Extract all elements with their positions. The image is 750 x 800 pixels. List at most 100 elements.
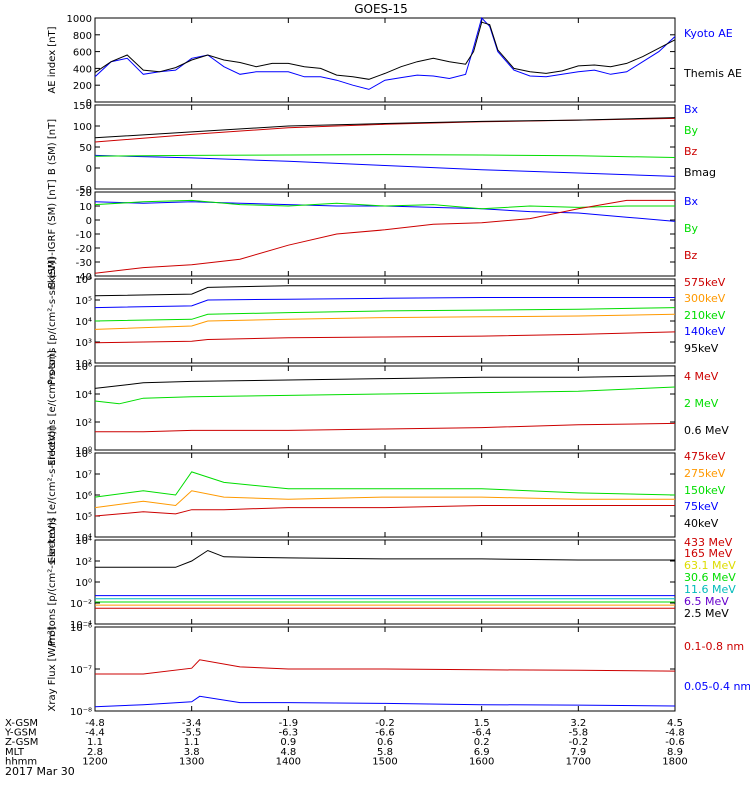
y-tick-label: 10⁻⁸ (70, 707, 92, 718)
axis-row-value: -6.3 (279, 728, 299, 739)
axis-row-value: 5.8 (377, 747, 393, 758)
y-tick-label: -10 (76, 230, 92, 241)
axis-row-value: -5.5 (182, 728, 202, 739)
axis-row-value: 1800 (662, 756, 687, 767)
panel-frame (94, 452, 676, 538)
axis-row-value: 0.9 (280, 737, 296, 748)
axis-row-value: 1600 (469, 756, 494, 767)
axis-row-value: 4.8 (280, 747, 296, 758)
axis-row-value: 4.5 (667, 718, 683, 729)
legend-entry: 165 MeV (684, 547, 733, 560)
axis-row-value: 1300 (179, 756, 204, 767)
axis-row-value: 1.1 (87, 737, 103, 748)
axis-row-value: 1400 (276, 756, 301, 767)
series-line-by (94, 154, 676, 158)
axis-row-value: -5.8 (569, 728, 589, 739)
y-tick-label: 10² (75, 418, 92, 429)
axis-row-value: -3.4 (182, 718, 202, 729)
axis-row-value: 8.9 (667, 747, 683, 758)
series-line-2-5-mev (95, 549, 675, 568)
y-axis-label: Xray Flux [W/m²] (47, 626, 58, 711)
date-label: 2017 Mar 30 (5, 765, 75, 778)
y-tick-label: 10⁰ (75, 578, 92, 589)
legend-entry: 40keV (684, 517, 719, 530)
legend-entry: 2 MeV (684, 397, 719, 410)
series-line-by (94, 199, 675, 210)
panel-7: 10⁴ 10² 10⁰ 10⁻² 10⁻⁴ Protons [p/(cm²-s-sr-ke… (47, 518, 736, 646)
series-line-150kev (94, 505, 675, 517)
series-line-0-05-0-4-nm (94, 695, 676, 708)
axis-row-value: 1200 (82, 756, 107, 767)
y-tick-label: 10⁴ (75, 533, 92, 544)
series-line-bmag (94, 117, 676, 139)
legend-entry: 275keV (684, 467, 726, 480)
legend-entry: 433 MeV (684, 536, 733, 549)
y-tick-label: 1000 (67, 14, 92, 25)
y-tick-label: 10⁴ (75, 317, 92, 328)
y-tick-label: 10⁷ (75, 470, 92, 481)
panel-4: 10⁶ 10⁵ 10⁴ 10³ 10² Protons [p/(cm²-s-sr-keV)… (47, 257, 726, 385)
axis-row-value: 1.1 (184, 737, 200, 748)
y-axis-label: AE index [nT] (47, 26, 58, 93)
axis-row-value: 2.8 (87, 747, 103, 758)
y-tick-label: 10⁴ (75, 536, 92, 547)
y-tick-label: -30 (76, 258, 92, 269)
y-tick-label: 10⁻⁶ (70, 623, 92, 634)
axis-row-value: -4.4 (85, 728, 105, 739)
y-tick-label: 10 (79, 202, 92, 213)
axis-row-value: -4.8 (665, 728, 685, 739)
y-tick-label: 0 (86, 98, 92, 109)
y-tick-label: 50 (79, 143, 92, 154)
y-tick-label: 10² (75, 359, 92, 370)
legend-entry: 140keV (684, 325, 726, 338)
series-line-bx (94, 201, 676, 222)
y-axis-label: B (SM) [nT] (47, 119, 58, 175)
y-axis-label: Protons [p/(cm²-s-sr-keV)] (47, 257, 58, 385)
panel-8: 10⁻⁶ 10⁻⁷ 10⁻⁸ Xray Flux [W/m²] 0.1-0.8 nm 0.… (47, 623, 750, 718)
series-line-0-6-mev (95, 422, 676, 433)
axis-row-value: 1.5 (474, 718, 490, 729)
axis-row-label: X-GSM (5, 718, 38, 729)
y-tick-label: 10⁶ (75, 275, 92, 286)
y-tick-label: 10² (75, 557, 92, 568)
legend-entry: 75keV (684, 500, 719, 513)
y-tick-label: 10⁻⁷ (70, 665, 92, 676)
panel-5: 10⁶ 10⁴ 10² 10⁰ Electrons [e/(cm²-s-sr)] 4 Me… (47, 350, 729, 466)
legend-entry: Bx (684, 103, 699, 116)
panel-6: 10⁸ 10⁷ 10⁶ 10⁵ 10⁴ Electrons [e/(cm²-s-sr-ke… (47, 426, 726, 563)
panel-frame (94, 278, 676, 364)
y-tick-label: 10⁵ (75, 296, 92, 307)
axis-row-value: 0.2 (474, 737, 490, 748)
axis-row-value: -0.6 (665, 737, 685, 748)
y-tick-label: 10⁰ (75, 446, 92, 457)
y-tick-label: 10⁻² (70, 599, 92, 610)
series-line-bz (94, 199, 675, 274)
axis-row-value: -4.8 (85, 718, 105, 729)
panel-frame (94, 17, 676, 103)
legend-entry: Bmag (684, 166, 716, 179)
legend-entry: 6.5 MeV (684, 595, 729, 608)
legend-entry: 0.1-0.8 nm (684, 640, 744, 653)
panel-2: 150 100 50 0 -50 B (SM) [nT] Bx By Bz Bmag (47, 101, 716, 196)
y-tick-label: 10⁴ (75, 390, 92, 401)
panel-frame (94, 191, 676, 277)
legend-entry: 0.05-0.4 nm (684, 680, 750, 693)
y-tick-label: -50 (76, 185, 92, 196)
legend-entry: 30.6 MeV (684, 571, 736, 584)
y-tick-label: 10⁸ (75, 449, 92, 460)
panel-3: 20 10 0 -10 -20 -30 -40 B (SM)-IGRF (SM) [nT] Bx… (47, 179, 699, 288)
legend-entry: 300keV (684, 292, 726, 305)
panel-frame (94, 539, 676, 625)
y-tick-label: 0 (86, 164, 92, 175)
axis-row-label: MLT (5, 747, 25, 758)
y-tick-label: 200 (73, 81, 92, 92)
plot-title: GOES-15 (354, 2, 408, 16)
series-line-95kev (94, 331, 676, 344)
legend-entry: 4 MeV (684, 370, 719, 383)
series-line-475kev (94, 471, 676, 498)
legend-entry: 2.5 MeV (684, 607, 729, 620)
y-tick-label: 10⁶ (75, 491, 92, 502)
legend-entry: 210keV (684, 309, 726, 322)
legend-entry: 11.6 MeV (684, 583, 736, 596)
time-axis-table: X-GSM -4.8 -3.4 -1.9 -0.2 1.5 3.2 4.5Y-GSM -4.4-… (4, 718, 688, 767)
